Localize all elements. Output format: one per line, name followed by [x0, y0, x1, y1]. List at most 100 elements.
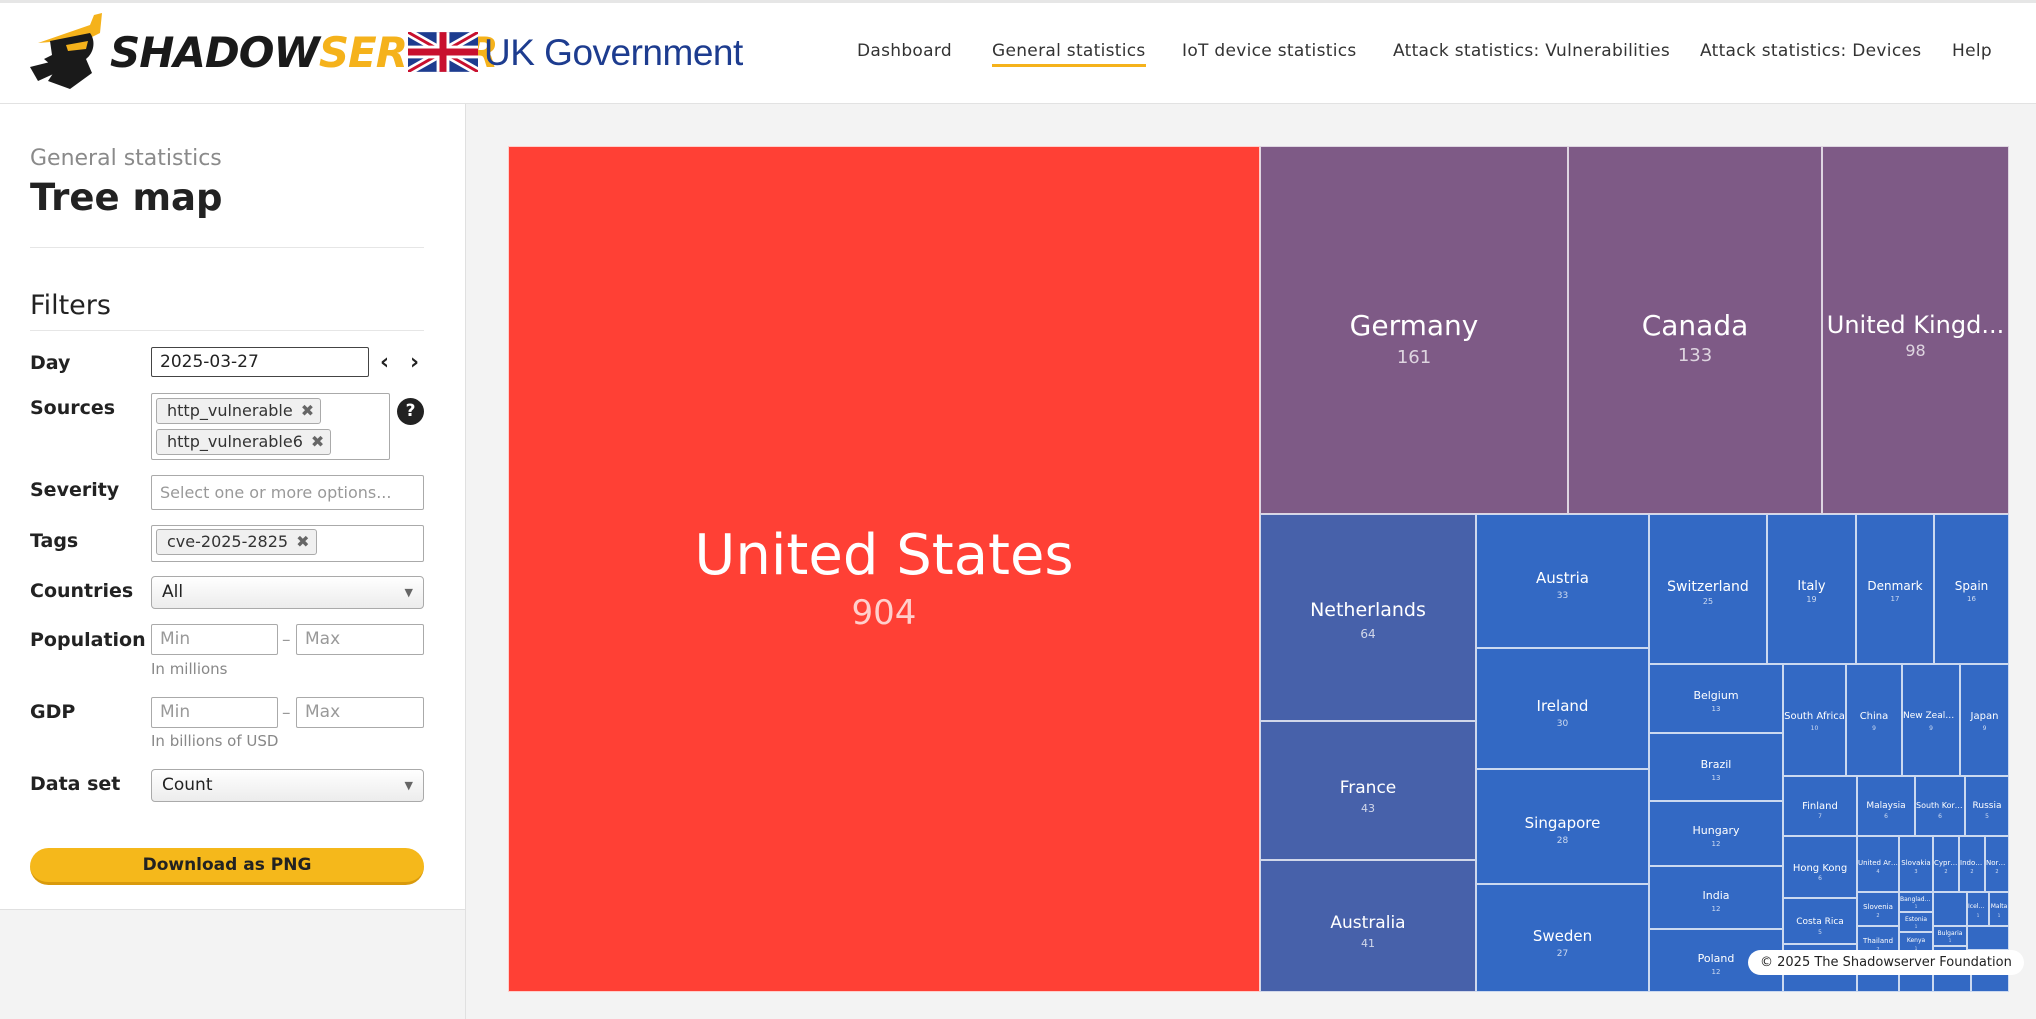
treemap-tile-label: Belgium: [1693, 689, 1739, 702]
treemap-tile-hong-kong[interactable]: Hong Kong 6: [1783, 836, 1857, 898]
treemap-tile-australia[interactable]: Australia 41: [1260, 860, 1476, 992]
gdp-max-input[interactable]: Max: [296, 697, 424, 728]
treemap-tile-finland[interactable]: Finland 7: [1783, 776, 1857, 836]
treemap-tile-label: Malta: [1990, 903, 2008, 910]
treemap-tile-value: 6: [1818, 875, 1822, 882]
treemap-tile-united-kingd[interactable]: United Kingd... 98: [1822, 146, 2009, 514]
treemap-tile-italy[interactable]: Italy 19: [1767, 514, 1856, 664]
treemap-tile-slovenia[interactable]: Slovenia 2: [1857, 892, 1899, 926]
treemap-chart: United States 904 Germany 161 Canada 133 Unite…: [508, 146, 2009, 992]
tag-chip[interactable]: cve-2025-2825 ✖: [156, 529, 317, 555]
chevron-right-icon[interactable]: ›: [410, 350, 420, 375]
nav-dashboard[interactable]: Dashboard: [857, 41, 952, 61]
treemap-tile-switzerland[interactable]: Switzerland 25: [1649, 514, 1767, 664]
treemap-tile-united-states[interactable]: United States 904: [508, 146, 1260, 992]
help-icon[interactable]: ?: [397, 398, 424, 425]
remove-icon[interactable]: ✖: [310, 432, 325, 451]
treemap-tile-label: Italy: [1797, 579, 1826, 594]
remove-icon[interactable]: ✖: [300, 401, 315, 420]
gdp-hint: In billions of USD: [151, 732, 279, 750]
treemap-tile-bulgaria[interactable]: Bulgaria 1: [1933, 926, 1967, 946]
treemap-tile-united-ara[interactable]: United Ara... 4: [1857, 836, 1899, 892]
treemap-tile-value: 1: [1914, 924, 1918, 929]
treemap-tile-india[interactable]: India 12: [1649, 866, 1783, 929]
treemap-tile-denmark[interactable]: Denmark 17: [1856, 514, 1934, 664]
treemap-tile-ireland[interactable]: Ireland 30: [1476, 648, 1649, 769]
dataset-select[interactable]: Count ▼: [151, 769, 424, 802]
range-separator: –: [282, 630, 291, 650]
treemap-tile-slovakia[interactable]: Slovakia 3: [1899, 836, 1933, 892]
nav-attack-statistics-devices[interactable]: Attack statistics: Devices: [1700, 41, 1922, 61]
nav-attack-statistics-vulnerabilities[interactable]: Attack statistics: Vulnerabilities: [1393, 41, 1671, 61]
remove-icon[interactable]: ✖: [296, 532, 310, 551]
treemap-tile-brazil[interactable]: Brazil 13: [1649, 733, 1783, 801]
treemap-tile-label: Netherlands: [1310, 599, 1426, 621]
treemap-tile-value: 2: [1944, 869, 1948, 875]
treemap-tile-malaysia[interactable]: Malaysia 6: [1857, 776, 1915, 836]
treemap-tile-label: Russia: [1972, 801, 2002, 811]
treemap-tile-netherlands[interactable]: Netherlands 64: [1260, 514, 1476, 721]
treemap-tile-germany[interactable]: Germany 161: [1260, 146, 1568, 514]
treemap-tile-label: Norway: [1986, 859, 2008, 867]
treemap-tile-label: Bangladesh: [1900, 896, 1932, 903]
treemap-tile-indon[interactable]: Indon... 2: [1959, 836, 1985, 892]
treemap-tile-iceland[interactable]: Iceland 1: [1967, 892, 1989, 926]
treemap-tile-norway[interactable]: Norway 2: [1985, 836, 2009, 892]
source-chip[interactable]: http_vulnerable ✖: [156, 398, 322, 424]
population-min-input[interactable]: Min: [151, 624, 278, 655]
treemap-tile-new-zealand[interactable]: New Zealand 9: [1902, 664, 1960, 776]
treemap-tile-south-africa[interactable]: South Africa 10: [1783, 664, 1846, 776]
treemap-tile-canada[interactable]: Canada 133: [1568, 146, 1822, 514]
download-png-button[interactable]: Download as PNG: [30, 848, 424, 885]
treemap-tile-minor[interactable]: [1933, 892, 1967, 926]
severity-multiselect[interactable]: Select one or more options...: [151, 475, 424, 510]
nav-iot-device-statistics[interactable]: IoT device statistics: [1182, 41, 1357, 61]
chevron-left-icon[interactable]: ‹: [380, 350, 390, 375]
treemap-tile-belgium[interactable]: Belgium 13: [1649, 664, 1783, 733]
treemap-tile-china[interactable]: China 9: [1846, 664, 1902, 776]
treemap-tile-label: United States: [694, 523, 1074, 588]
dropdown-caret-icon: ▼: [404, 586, 413, 599]
treemap-tile-label: Costa Rica: [1796, 917, 1844, 927]
treemap-tile-costa-rica[interactable]: Costa Rica 5: [1783, 898, 1857, 944]
uk-government-logo[interactable]: UK Government: [484, 32, 743, 73]
treemap-tile-value: 133: [1677, 345, 1713, 366]
breadcrumb[interactable]: General statistics: [30, 146, 222, 171]
treemap-tile-malta[interactable]: Malta 1: [1989, 892, 2009, 926]
treemap-tile-label: Malaysia: [1866, 801, 1906, 811]
treemap-tile-bangladesh[interactable]: Bangladesh 1: [1899, 892, 1933, 912]
treemap-tile-spain[interactable]: Spain 16: [1934, 514, 2009, 664]
countries-select[interactable]: All ▼: [151, 576, 424, 609]
treemap-tile-value: 43: [1361, 802, 1375, 815]
treemap-tile-value: 30: [1556, 719, 1569, 729]
treemap-tile-singapore[interactable]: Singapore 28: [1476, 769, 1649, 884]
treemap-tile-value: 17: [1890, 595, 1900, 603]
union-jack-flag-icon: [408, 32, 478, 72]
treemap-tile-russia[interactable]: Russia 5: [1965, 776, 2009, 836]
population-max-input[interactable]: Max: [296, 624, 424, 655]
treemap-tile-value: 1: [1948, 938, 1952, 943]
treemap-tile-minor[interactable]: [1967, 926, 2009, 950]
treemap-tile-austria[interactable]: Austria 33: [1476, 514, 1649, 648]
treemap-tile-label: United Kingd...: [1826, 311, 2005, 339]
treemap-tile-label: Japan: [1970, 711, 1999, 722]
treemap-tile-south-korea[interactable]: South Korea 6: [1915, 776, 1965, 836]
treemap-tile-cyprus[interactable]: Cyprus 2: [1933, 836, 1959, 892]
treemap-tile-value: 98: [1905, 341, 1926, 360]
nav-general-statistics[interactable]: General statistics: [992, 41, 1146, 67]
treemap-tile-france[interactable]: France 43: [1260, 721, 1476, 860]
treemap-tile-value: 13: [1711, 705, 1721, 713]
treemap-tile-japan[interactable]: Japan 9: [1960, 664, 2009, 776]
treemap-tile-label: China: [1859, 711, 1889, 722]
nav-help[interactable]: Help: [1952, 41, 1992, 61]
treemap-tile-estonia[interactable]: Estonia 1: [1899, 912, 1933, 932]
source-chip[interactable]: http_vulnerable6 ✖: [156, 429, 332, 455]
treemap-tile-sweden[interactable]: Sweden 27: [1476, 884, 1649, 992]
page-title: Tree map: [30, 176, 223, 219]
gdp-min-input[interactable]: Min: [151, 697, 278, 728]
treemap-tile-label: Indon...: [1960, 859, 1984, 867]
treemap-tile-hungary[interactable]: Hungary 12: [1649, 801, 1783, 866]
treemap-tile-label: Thailand: [1862, 937, 1894, 945]
shadowserver-figure-icon[interactable]: [30, 11, 108, 91]
day-input[interactable]: 2025-03-27: [151, 347, 369, 377]
